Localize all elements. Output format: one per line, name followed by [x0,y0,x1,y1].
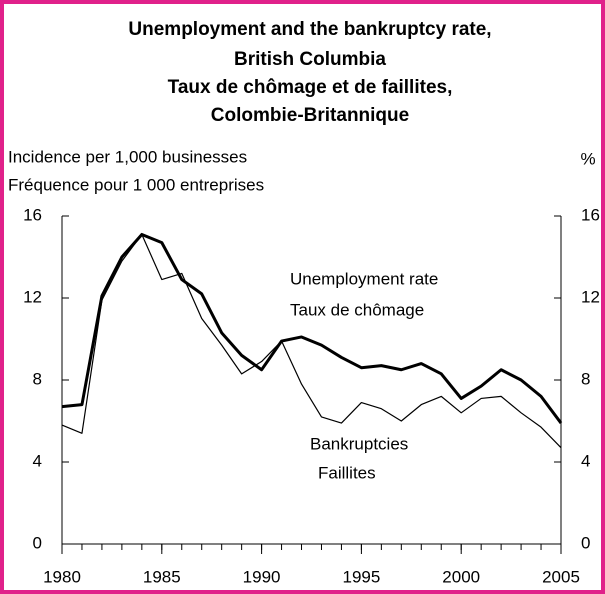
y2-tick-label: 8 [581,369,590,388]
chart-title: Unemployment and the bankruptcy rate, [128,19,491,40]
y-tick-label: 16 [23,205,42,224]
y-axis-label: Fréquence pour 1 000 entreprises [8,175,264,194]
annotation: Taux de chômage [290,300,424,319]
y-axis-label: Incidence per 1,000 businesses [8,147,247,166]
chart-title: Taux de chômage et de faillites, [168,77,453,98]
x-tick-label: 2005 [542,567,580,586]
y-tick-label: 8 [33,369,42,388]
annotation: Unemployment rate [290,269,438,288]
y2-tick-label: 4 [581,451,590,470]
x-tick-label: 2000 [442,567,480,586]
x-tick-label: 1980 [43,567,81,586]
y-tick-label: 4 [33,451,42,470]
annotation: Bankruptcies [310,434,408,453]
x-tick-label: 1995 [342,567,380,586]
annotation: Faillites [318,463,376,482]
y-tick-label: 12 [23,287,42,306]
x-tick-label: 1990 [243,567,281,586]
data-line [61,232,563,424]
x-tick-label: 1985 [143,567,181,586]
y2-tick-label: 16 [581,205,600,224]
chart-title: Colombie-Britannique [211,105,409,126]
chart-title: British Columbia [234,49,386,70]
y2-tick-label: 12 [581,287,600,306]
data-line [61,233,562,449]
y-tick-label: 0 [33,533,42,552]
y2-tick-label: 0 [581,533,590,552]
y2-axis-label: % [580,149,595,168]
